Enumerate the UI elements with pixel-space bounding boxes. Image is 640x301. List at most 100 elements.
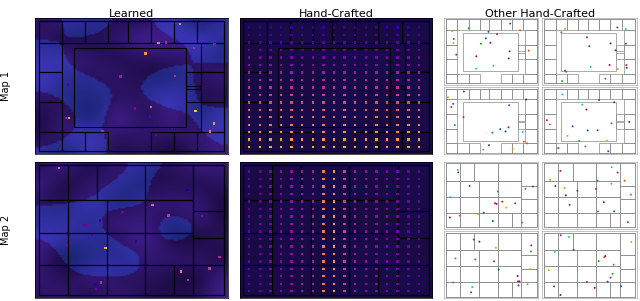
- Point: [371, 48, 381, 52]
- Point: [287, 206, 297, 211]
- Point: [392, 63, 403, 67]
- Point: [146, 105, 156, 110]
- Point: [297, 274, 307, 279]
- Point: [414, 145, 424, 150]
- Point: [318, 251, 328, 256]
- Bar: [620, 163, 635, 186]
- Point: [318, 237, 328, 241]
- Point: [392, 289, 403, 293]
- Point: [371, 281, 381, 286]
- Bar: [500, 89, 512, 99]
- Bar: [623, 114, 635, 129]
- Point: [508, 147, 518, 152]
- Bar: [518, 53, 525, 59]
- Point: [329, 145, 339, 150]
- Point: [361, 33, 371, 37]
- Bar: [446, 250, 460, 266]
- Point: [577, 102, 588, 107]
- Point: [504, 56, 514, 61]
- Bar: [588, 89, 599, 99]
- Point: [287, 107, 297, 112]
- Bar: [106, 265, 145, 295]
- Point: [244, 40, 254, 45]
- Point: [623, 220, 633, 225]
- Point: [612, 25, 623, 30]
- Point: [276, 259, 286, 264]
- Point: [414, 266, 424, 271]
- Point: [308, 199, 318, 204]
- Bar: [522, 199, 536, 213]
- Point: [244, 48, 254, 52]
- Bar: [479, 250, 498, 266]
- Point: [361, 92, 371, 97]
- Point: [459, 89, 469, 94]
- Point: [318, 85, 328, 90]
- Point: [244, 244, 254, 249]
- Bar: [544, 181, 558, 197]
- Point: [214, 254, 225, 259]
- Point: [403, 184, 413, 189]
- Bar: [518, 45, 525, 51]
- Point: [287, 48, 297, 52]
- Point: [382, 33, 392, 37]
- Bar: [401, 132, 429, 151]
- Point: [445, 215, 455, 220]
- Point: [526, 243, 536, 248]
- Point: [382, 40, 392, 45]
- Point: [255, 115, 265, 120]
- Point: [62, 243, 72, 248]
- Point: [244, 192, 254, 197]
- Point: [582, 35, 592, 40]
- Point: [183, 278, 193, 283]
- Point: [403, 48, 413, 52]
- Point: [130, 106, 140, 111]
- Point: [318, 122, 328, 127]
- Point: [287, 130, 297, 135]
- Point: [448, 41, 458, 45]
- Point: [340, 33, 350, 37]
- Bar: [596, 233, 620, 250]
- Bar: [68, 233, 106, 265]
- Point: [350, 222, 360, 226]
- Point: [308, 33, 318, 37]
- Bar: [599, 19, 611, 30]
- Text: Map 2: Map 2: [1, 215, 12, 245]
- Bar: [68, 265, 106, 295]
- Point: [266, 85, 276, 90]
- Bar: [544, 89, 556, 99]
- Point: [340, 130, 350, 135]
- Point: [542, 118, 552, 123]
- Point: [340, 122, 350, 127]
- Bar: [522, 282, 536, 297]
- Point: [361, 130, 371, 135]
- Point: [392, 107, 403, 112]
- Point: [266, 259, 276, 264]
- Bar: [193, 238, 224, 265]
- Point: [549, 284, 559, 289]
- Bar: [525, 114, 536, 129]
- Point: [297, 100, 307, 105]
- Point: [297, 184, 307, 189]
- Bar: [197, 132, 224, 151]
- Point: [392, 55, 403, 60]
- Point: [266, 77, 276, 82]
- Point: [266, 289, 276, 293]
- Point: [504, 103, 514, 108]
- Point: [266, 214, 276, 219]
- Bar: [567, 143, 578, 153]
- Bar: [62, 21, 85, 42]
- Bar: [311, 265, 349, 295]
- Bar: [561, 33, 616, 71]
- Point: [382, 55, 392, 60]
- Point: [276, 281, 286, 286]
- Bar: [243, 265, 273, 295]
- Point: [297, 85, 307, 90]
- Point: [522, 282, 532, 287]
- Point: [361, 115, 371, 120]
- Point: [371, 100, 381, 105]
- Point: [244, 206, 254, 211]
- Point: [117, 210, 127, 215]
- Point: [414, 229, 424, 234]
- Point: [255, 55, 265, 60]
- Point: [414, 214, 424, 219]
